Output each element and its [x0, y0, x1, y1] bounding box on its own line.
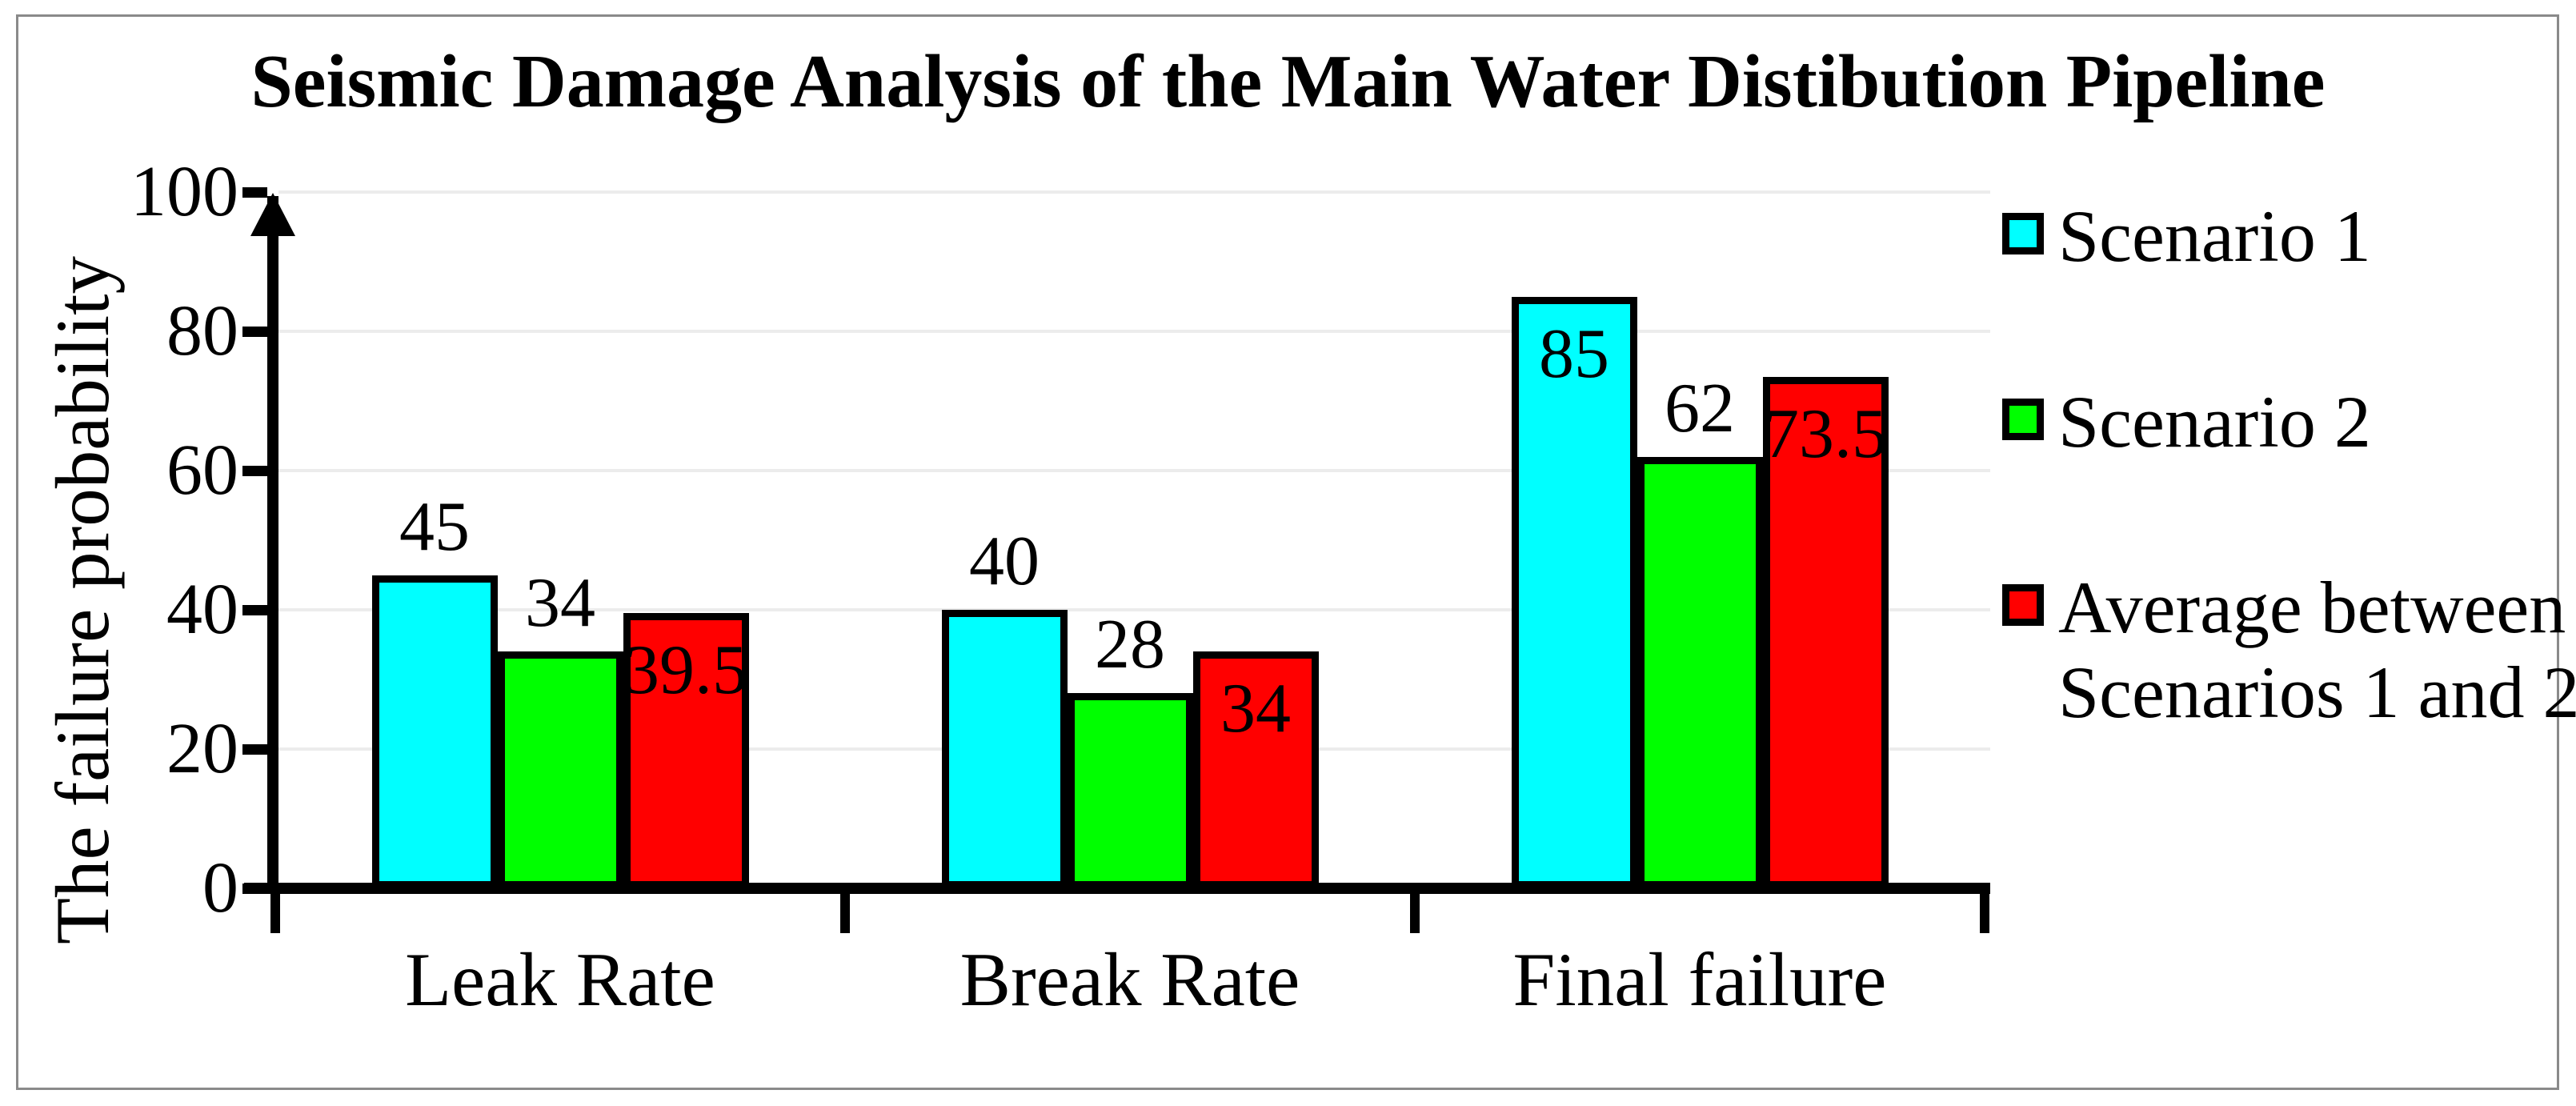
- y-axis-tick: [242, 466, 267, 476]
- figure-border: [16, 14, 2559, 1090]
- legend-label: Scenario 2: [2058, 381, 2371, 463]
- x-axis-tick: [840, 888, 850, 933]
- bar-value-label: 28: [1095, 606, 1165, 684]
- legend-label: Average between Scenarios 1 and 2: [2058, 567, 2576, 733]
- bar-scenario-2: [1067, 693, 1193, 888]
- legend-swatch: [2002, 399, 2044, 440]
- bar-scenario-1: [1511, 296, 1637, 888]
- bar-scenario-2: [497, 651, 623, 888]
- y-axis-line: [267, 196, 278, 894]
- bar-value-label: 34: [1220, 670, 1291, 748]
- legend-swatch: [2002, 213, 2044, 254]
- gridline: [278, 469, 1990, 472]
- y-tick-label: 80: [166, 291, 238, 371]
- bar-value-label: 39.5: [624, 631, 747, 710]
- y-axis-tick: [242, 744, 267, 755]
- y-axis-tick: [242, 605, 267, 615]
- bar-value-label: 73.5: [1764, 395, 1887, 473]
- y-axis-arrow-icon: [250, 193, 295, 236]
- gridline: [278, 608, 1990, 611]
- legend-label: Scenario 1: [2058, 195, 2371, 277]
- category-label: Break Rate: [959, 937, 1300, 1022]
- gridline: [278, 330, 1990, 333]
- bar-scenario-1: [941, 610, 1068, 888]
- category-label: Final failure: [1512, 937, 1887, 1022]
- y-tick-label: 40: [166, 570, 238, 649]
- chart-title: Seismic Damage Analysis of the Main Wate…: [250, 40, 2326, 123]
- x-axis-line: [244, 883, 1990, 894]
- x-axis-tick: [270, 888, 280, 933]
- category-label: Leak Rate: [405, 937, 715, 1022]
- bar-value-label: 40: [969, 523, 1040, 600]
- bar-value-label: 85: [1539, 315, 1609, 393]
- y-tick-label: 100: [130, 152, 238, 231]
- bar-scenario-2: [1637, 456, 1763, 888]
- y-tick-label: 20: [166, 709, 238, 788]
- bar-value-label: 62: [1665, 369, 1735, 447]
- bar-value-label: 45: [399, 487, 470, 566]
- x-axis-tick: [1980, 888, 1989, 933]
- x-axis-tick: [1410, 888, 1420, 933]
- bar-average-between-scenarios-1-and-2: [623, 613, 749, 888]
- gridline: [278, 190, 1990, 194]
- y-tick-label: 0: [202, 848, 238, 928]
- bar-value-label: 34: [525, 564, 595, 643]
- legend-swatch: [2002, 584, 2044, 626]
- bar-scenario-1: [371, 575, 498, 888]
- bar-average-between-scenarios-1-and-2: [1762, 376, 1889, 888]
- y-axis-tick: [242, 327, 267, 337]
- y-tick-label: 60: [166, 431, 238, 510]
